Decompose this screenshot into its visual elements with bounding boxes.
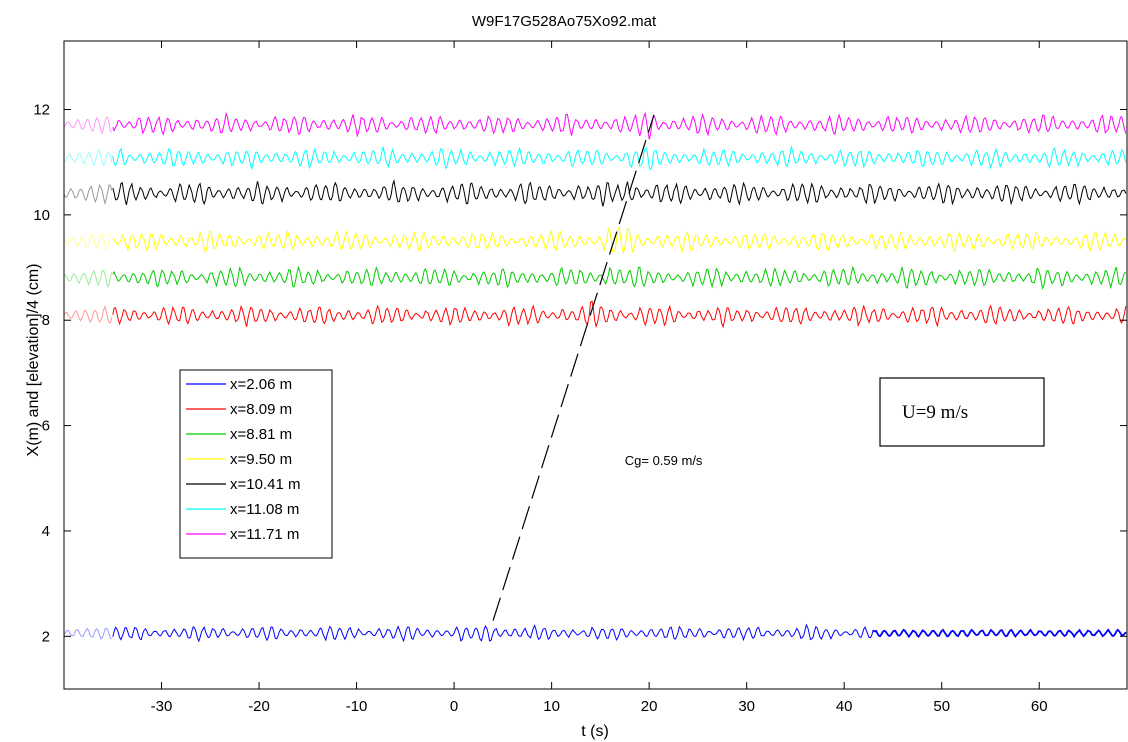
series-line-5 bbox=[112, 145, 1127, 171]
x-tick-label: 0 bbox=[450, 698, 458, 715]
guide-layer bbox=[492, 114, 655, 621]
x-tick-label: 20 bbox=[641, 698, 658, 715]
legend: x=2.06 m x=8.09 m x=8.81 m x=9.50 m x=10.41 … bbox=[179, 369, 333, 559]
legend-label-6: x=11.71 m bbox=[230, 526, 299, 543]
x-tick-label: 50 bbox=[933, 698, 950, 715]
y-tick-label: 8 bbox=[42, 312, 50, 329]
x-axis-label: t (s) bbox=[581, 723, 609, 740]
y-tick-label: 2 bbox=[42, 628, 50, 645]
x-tick-label: -20 bbox=[248, 698, 270, 715]
y-tick-label: 12 bbox=[33, 101, 50, 118]
y-tick-label: 6 bbox=[42, 418, 50, 435]
series-line-4 bbox=[112, 179, 1127, 207]
series-leadin-0 bbox=[63, 627, 113, 640]
series-tail-0 bbox=[873, 628, 1127, 639]
wind-speed-frame bbox=[879, 377, 1045, 447]
x-tick-label: 30 bbox=[738, 698, 755, 715]
wind-speed-box: U=9 m/s bbox=[879, 377, 1045, 447]
series-leadin-2 bbox=[63, 269, 113, 289]
plot-frame bbox=[63, 40, 1128, 690]
y-tick-label: 4 bbox=[42, 523, 50, 540]
legend-label-1: x=8.09 m bbox=[230, 401, 292, 418]
cg-annotation: Cg= 0.59 m/s bbox=[625, 453, 703, 468]
y-axis-label: X(m) and [elevation]/4 (cm) bbox=[25, 264, 42, 457]
series-line-6 bbox=[112, 111, 1127, 140]
legend-label-5: x=11.08 m bbox=[230, 501, 299, 518]
x-tick-label: 40 bbox=[836, 698, 853, 715]
series-leadin-5 bbox=[63, 149, 113, 167]
legend-label-2: x=8.81 m bbox=[230, 426, 292, 443]
series-line-2 bbox=[112, 265, 1127, 290]
legend-label-4: x=10.41 m bbox=[230, 476, 300, 493]
x-tick-label: 10 bbox=[543, 698, 560, 715]
series-line-0 bbox=[112, 623, 874, 643]
series-leadin-3 bbox=[63, 233, 112, 251]
group-velocity-line bbox=[492, 114, 655, 621]
legend-box bbox=[179, 369, 333, 559]
series-leadin-4 bbox=[63, 183, 113, 206]
series-line-1 bbox=[112, 300, 1127, 329]
legend-label-3: x=9.50 m bbox=[230, 451, 292, 468]
x-tick-label: 60 bbox=[1031, 698, 1048, 715]
x-tick-label: -10 bbox=[346, 698, 368, 715]
series-layer bbox=[63, 111, 1127, 643]
tick-layer: -30 -20 -10 0 10 20 30 40 50 60 2 4 6 8 10 12 bbox=[33, 41, 1127, 715]
plot-area bbox=[64, 41, 1128, 690]
y-tick-label: 10 bbox=[33, 207, 50, 224]
legend-label-0: x=2.06 m bbox=[230, 376, 292, 393]
series-leadin-6 bbox=[63, 116, 113, 135]
wind-speed-label: U=9 m/s bbox=[902, 402, 968, 423]
x-tick-label: -30 bbox=[151, 698, 173, 715]
series-line-3 bbox=[112, 225, 1127, 254]
series-leadin-1 bbox=[63, 305, 113, 324]
chart-title: W9F17G528Ao75Xo92.mat bbox=[472, 13, 657, 30]
